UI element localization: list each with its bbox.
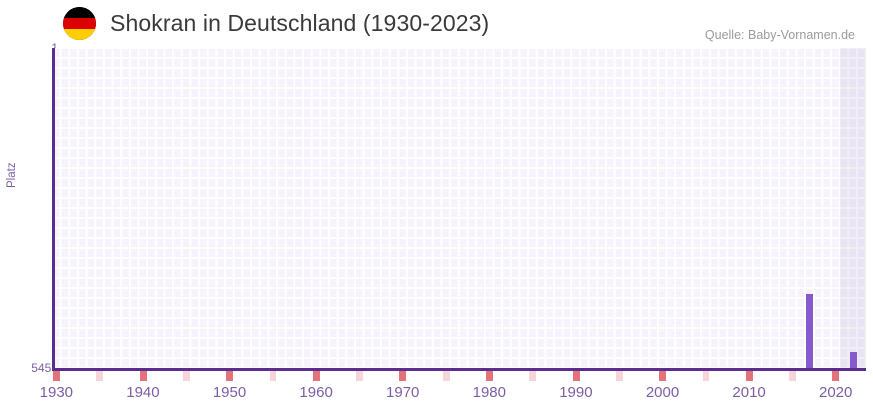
bar bbox=[806, 293, 814, 368]
x-axis-tick bbox=[702, 371, 710, 381]
bars-layer bbox=[52, 48, 866, 368]
source-attribution: Quelle: Baby-Vornamen.de bbox=[704, 28, 855, 42]
x-axis-tick-label: 2020 bbox=[819, 384, 853, 401]
x-axis-tick-label: 2010 bbox=[732, 384, 766, 401]
x-axis-tick bbox=[139, 371, 147, 381]
x-axis-tick-label: 1990 bbox=[559, 384, 593, 401]
x-axis-tick-label: 2000 bbox=[645, 384, 680, 401]
chart-header: Shokran in Deutschland (1930-2023) Quell… bbox=[0, 0, 873, 46]
x-axis-tick bbox=[226, 371, 234, 381]
x-axis-tick bbox=[399, 371, 407, 381]
y-axis-title: Platz bbox=[6, 162, 18, 188]
bar bbox=[849, 351, 857, 368]
x-axis-tick bbox=[832, 371, 840, 381]
flag-band-black bbox=[63, 7, 96, 18]
x-axis-tick-label: 1950 bbox=[212, 384, 247, 401]
x-axis-tick bbox=[312, 371, 320, 381]
chart-title: Shokran in Deutschland (1930-2023) bbox=[110, 10, 490, 36]
x-axis-tick bbox=[356, 371, 364, 381]
x-axis-tick bbox=[96, 371, 104, 381]
x-axis-tick bbox=[486, 371, 493, 381]
x-axis-tick bbox=[659, 371, 667, 381]
x-axis-tick-label: 1970 bbox=[386, 384, 420, 401]
x-axis-tick-label: 1960 bbox=[299, 384, 333, 401]
x-axis-tick bbox=[269, 371, 277, 381]
x-axis-tick bbox=[615, 371, 623, 381]
x-axis-tick bbox=[789, 371, 797, 381]
x-axis-tick-label: 1930 bbox=[39, 384, 74, 401]
x-axis-tick bbox=[442, 371, 450, 381]
y-axis-bottom-label: 5453 bbox=[31, 361, 58, 375]
x-axis-line bbox=[52, 368, 866, 371]
x-axis-tick-label: 1940 bbox=[126, 384, 160, 401]
grid-lines bbox=[52, 48, 866, 368]
flag-band-gold bbox=[63, 28, 96, 40]
x-axis-tick-marks bbox=[52, 371, 866, 381]
x-axis-tick bbox=[572, 371, 580, 381]
german-flag-icon bbox=[63, 7, 96, 40]
x-axis-tick bbox=[182, 371, 190, 381]
y-axis-line bbox=[52, 48, 55, 368]
projection-shaded-region bbox=[840, 48, 866, 368]
x-axis-tick bbox=[529, 371, 537, 381]
plot-area bbox=[52, 48, 866, 368]
x-axis-tick bbox=[745, 371, 753, 381]
x-axis-tick-label: 1980 bbox=[472, 384, 506, 401]
flag-band-red bbox=[63, 17, 96, 29]
x-axis-tick bbox=[53, 371, 60, 381]
